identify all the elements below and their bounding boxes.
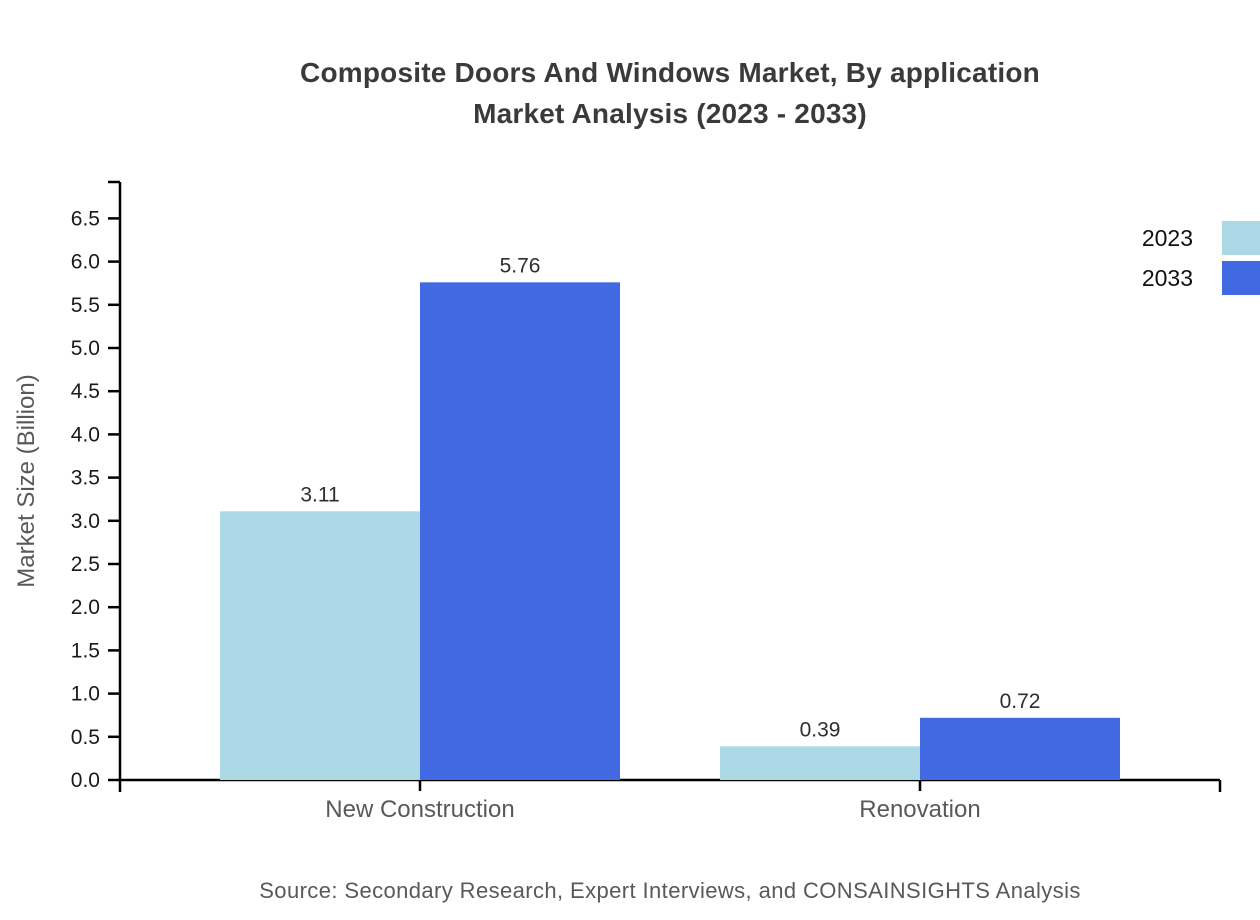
y-tick-label: 2.5 xyxy=(71,553,100,576)
chart-title-line2: Market Analysis (2023 - 2033) xyxy=(473,98,867,129)
y-tick-label: 5.0 xyxy=(71,337,100,360)
bar-2023-renovation xyxy=(720,746,920,780)
y-tick-label: 2.0 xyxy=(71,596,100,619)
source-note: Source: Secondary Research, Expert Inter… xyxy=(259,878,1081,903)
y-tick-label: 0.0 xyxy=(71,769,100,792)
legend-item-2023: 2023 xyxy=(1142,221,1260,255)
bar-2033-new-construction xyxy=(420,282,620,780)
value-label: 0.72 xyxy=(1000,690,1041,713)
bar-2033-renovation xyxy=(920,717,1120,780)
y-tick-label: 1.0 xyxy=(71,683,100,706)
y-tick-label: 4.0 xyxy=(71,423,100,446)
y-tick-label: 4.5 xyxy=(71,380,100,403)
y-tick-label: 3.0 xyxy=(71,510,100,533)
value-label: 5.76 xyxy=(500,254,541,277)
y-tick-label: 5.5 xyxy=(71,294,100,317)
legend-item-2033: 2033 xyxy=(1142,261,1260,295)
legend-swatch-2023 xyxy=(1222,221,1260,255)
legend-swatch-2033 xyxy=(1222,261,1260,295)
chart-title-line1: Composite Doors And Windows Market, By a… xyxy=(300,57,1040,88)
y-tick-label: 6.0 xyxy=(71,251,100,274)
y-tick-label: 0.5 xyxy=(71,726,100,749)
category-label: New Construction xyxy=(325,796,514,823)
category-label: Renovation xyxy=(859,796,980,823)
value-label: 0.39 xyxy=(800,718,841,741)
y-tick-label: 3.5 xyxy=(71,467,100,490)
y-axis-title: Market Size (Billion) xyxy=(13,374,40,587)
y-tick-label: 6.5 xyxy=(71,207,100,230)
chart-title: Composite Doors And Windows Market, By a… xyxy=(80,52,1260,134)
legend-label-2023: 2023 xyxy=(1141,224,1193,251)
value-label: 3.11 xyxy=(300,483,339,506)
bar-2023-new-construction xyxy=(220,511,420,780)
legend-label-2033: 2033 xyxy=(1141,264,1193,291)
y-tick-label: 1.5 xyxy=(71,639,100,662)
legend: 2023 2033 xyxy=(1142,221,1260,295)
